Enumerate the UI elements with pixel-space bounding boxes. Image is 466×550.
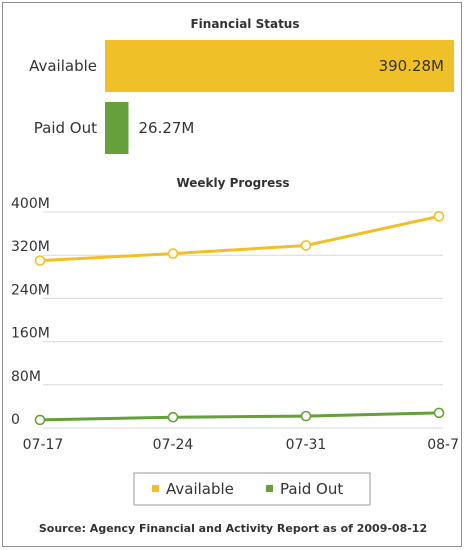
bar-category-label: Available	[29, 57, 97, 75]
bar-value-label: 26.27M	[138, 119, 194, 137]
data-point	[167, 411, 179, 423]
y-tick-label: 0	[11, 412, 20, 428]
bar-group: Available 390.28M Paid Out 26.27M	[29, 40, 454, 154]
legend: Available Paid Out	[133, 472, 371, 506]
bar-available	[105, 40, 454, 92]
data-point	[300, 240, 312, 251]
series-lines	[34, 211, 445, 426]
legend-label-paid-out: Paid Out	[280, 480, 343, 498]
data-point	[167, 248, 179, 259]
legend-swatch-paid-out	[266, 485, 273, 492]
bar-paid-out	[105, 102, 129, 154]
line-chart-title: Weekly Progress	[176, 176, 289, 190]
y-tick-label: 160M	[11, 326, 50, 342]
data-point	[34, 255, 46, 266]
legend-label-available: Available	[166, 480, 234, 498]
data-point	[300, 410, 312, 422]
x-tick-label: 07-24	[153, 437, 194, 453]
data-point	[34, 414, 46, 426]
y-tick-label: 240M	[11, 282, 50, 298]
legend-box	[133, 472, 371, 506]
x-tick-label: 07-17	[23, 437, 64, 453]
series-line-available	[39, 214, 440, 263]
x-tick-label: 08-7	[427, 437, 459, 453]
data-point	[433, 211, 445, 222]
source-note: Source: Agency Financial and Activity Re…	[39, 522, 427, 535]
chart-canvas: Financial Status Available 390.28M Paid Ou…	[11, 17, 459, 535]
y-tick-label: 320M	[11, 239, 50, 255]
y-axis-ticks: 0 80M 160M 240M 320M 400M	[11, 196, 50, 428]
y-tick-label: 400M	[11, 196, 50, 212]
bar-value-label: 390.28M	[379, 57, 444, 75]
grid-lines	[43, 211, 443, 429]
bar-chart-title: Financial Status	[190, 17, 299, 31]
series-line-paid-out	[39, 411, 440, 422]
chart-frame: Financial Status Available 390.28M Paid Ou…	[2, 2, 462, 547]
y-tick-label: 80M	[11, 369, 41, 385]
x-axis-ticks: 07-17 07-24 07-31 08-7	[23, 437, 459, 453]
legend-swatch-available	[152, 485, 159, 492]
bar-category-label: Paid Out	[34, 119, 97, 137]
data-point	[433, 407, 445, 419]
x-tick-label: 07-31	[286, 437, 327, 453]
